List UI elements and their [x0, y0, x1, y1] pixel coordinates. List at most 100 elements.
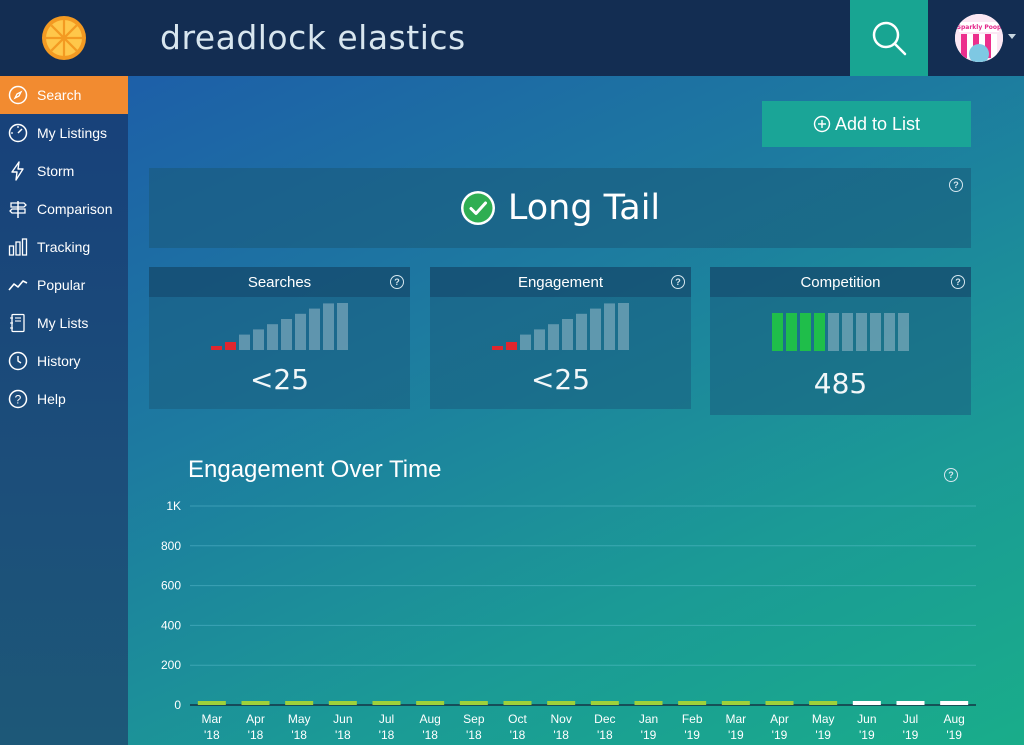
metric-level-bars	[492, 303, 629, 350]
x-tick-label: Jun '19	[857, 712, 876, 742]
sidebar-item-label: Help	[37, 391, 66, 407]
metric-level-bars	[772, 313, 909, 351]
chart-bar[interactable]	[372, 701, 401, 705]
chart-bar[interactable]	[547, 701, 576, 705]
chart-bar[interactable]	[721, 701, 750, 705]
sidebar-item-history[interactable]: History	[0, 342, 128, 380]
notebook-icon	[8, 313, 28, 333]
level-bar	[281, 319, 292, 350]
chart-bar[interactable]	[809, 701, 838, 705]
level-bar	[856, 313, 867, 351]
chart-bar[interactable]	[503, 701, 532, 705]
chart-bar[interactable]	[416, 701, 445, 705]
app-logo[interactable]	[0, 0, 128, 76]
trend-line-icon	[8, 275, 28, 295]
search-query-title[interactable]: dreadlock elastics	[160, 18, 466, 57]
metric-title: Engagement	[430, 267, 691, 297]
sidebar-item-search[interactable]: Search	[0, 76, 128, 114]
user-avatar[interactable]: Sparkly Poop	[955, 14, 1003, 62]
chart-bar[interactable]	[241, 701, 270, 705]
x-tick-label: May '18	[288, 712, 311, 742]
sidebar-item-my-lists[interactable]: My Lists	[0, 304, 128, 342]
sidebar-item-label: Tracking	[37, 239, 91, 255]
level-bar	[800, 313, 811, 351]
level-bar	[772, 313, 783, 351]
sidebar-item-comparison[interactable]: Comparison	[0, 190, 128, 228]
sidebar-item-help[interactable]: ? Help	[0, 380, 128, 418]
help-icon[interactable]: ?	[671, 275, 685, 289]
y-tick-label: 0	[174, 698, 181, 712]
search-button[interactable]	[850, 0, 928, 76]
avatar-label: Sparkly Poop	[957, 24, 1002, 31]
plus-circle-icon	[813, 115, 831, 133]
engagement-chart: 0 200 400 600 800 1K Mar '18 Apr '18 May '18 Jun '18 J…	[161, 499, 976, 742]
sidebar-item-popular[interactable]: Popular	[0, 266, 128, 304]
level-bar	[786, 313, 797, 351]
sidebar-item-my-listings[interactable]: My Listings	[0, 114, 128, 152]
level-bar	[898, 313, 909, 351]
sidebar-item-tracking[interactable]: Tracking	[0, 228, 128, 266]
sidebar-item-storm[interactable]: Storm	[0, 152, 128, 190]
keyword-status-label: Long Tail	[507, 188, 661, 228]
chart-bar[interactable]	[852, 701, 881, 705]
x-tick-label: Dec '18	[594, 712, 615, 742]
metric-level-bars	[211, 303, 348, 350]
chevron-down-icon[interactable]	[1008, 34, 1016, 39]
speedometer-icon	[8, 123, 28, 143]
sidebar-item-label: Comparison	[37, 201, 113, 217]
y-tick-label: 800	[161, 539, 181, 553]
sidebar-item-label: Storm	[37, 163, 75, 179]
level-bar	[814, 313, 825, 351]
keyword-status-card: Long Tail ?	[149, 168, 971, 248]
level-bar	[604, 303, 615, 350]
avatar-image-icon: Sparkly Poop	[955, 14, 1003, 62]
level-bar	[828, 313, 839, 351]
chart-bar[interactable]	[328, 701, 357, 705]
level-bar	[492, 346, 503, 350]
top-bar: dreadlock elastics Sparkly Poop	[0, 0, 1024, 76]
level-bar	[884, 313, 895, 351]
sidebar-item-label: My Lists	[37, 315, 89, 331]
chart-bar[interactable]	[940, 701, 969, 705]
signpost-icon	[8, 199, 28, 219]
level-bar	[590, 308, 601, 350]
clock-icon	[8, 351, 28, 371]
sidebar-item-label: Search	[37, 87, 82, 103]
compass-icon	[8, 85, 28, 105]
svg-text:?: ?	[15, 393, 22, 407]
x-tick-label: Jan '19	[639, 712, 658, 742]
main-content: Add to List Long Tail ? Searches ? <25 E…	[128, 76, 1024, 745]
help-icon[interactable]: ?	[949, 178, 963, 192]
level-bar	[295, 313, 306, 350]
help-icon[interactable]: ?	[944, 468, 958, 482]
chart-bar[interactable]	[634, 701, 663, 705]
chart-bar[interactable]	[765, 701, 794, 705]
chart-bar[interactable]	[285, 701, 314, 705]
level-bar	[323, 303, 334, 350]
help-icon[interactable]: ?	[951, 275, 965, 289]
chart-bar[interactable]	[197, 701, 226, 705]
question-icon: ?	[8, 389, 28, 409]
sidebar-item-label: My Listings	[37, 125, 108, 141]
search-icon	[872, 21, 907, 56]
level-bar	[309, 308, 320, 350]
y-tick-label: 200	[161, 658, 181, 672]
level-bar	[506, 342, 517, 350]
chart-bar[interactable]	[678, 701, 707, 705]
level-bar	[253, 329, 264, 350]
chart-bar[interactable]	[459, 701, 488, 705]
check-circle-icon	[460, 191, 495, 225]
x-tick-label: May '19	[812, 712, 835, 742]
help-icon[interactable]: ?	[390, 275, 404, 289]
level-bar	[576, 313, 587, 350]
level-bar	[870, 313, 881, 351]
x-tick-label: Nov '18	[550, 712, 571, 742]
add-to-list-button[interactable]: Add to List	[762, 101, 971, 147]
chart-bar[interactable]	[896, 701, 925, 705]
chart-bar[interactable]	[590, 701, 619, 705]
orange-slice-logo-icon	[42, 16, 86, 60]
x-tick-label: Jun '18	[333, 712, 352, 742]
metric-title: Competition	[710, 267, 971, 297]
x-tick-label: Aug '19	[943, 712, 964, 742]
y-tick-label: 400	[161, 618, 181, 632]
